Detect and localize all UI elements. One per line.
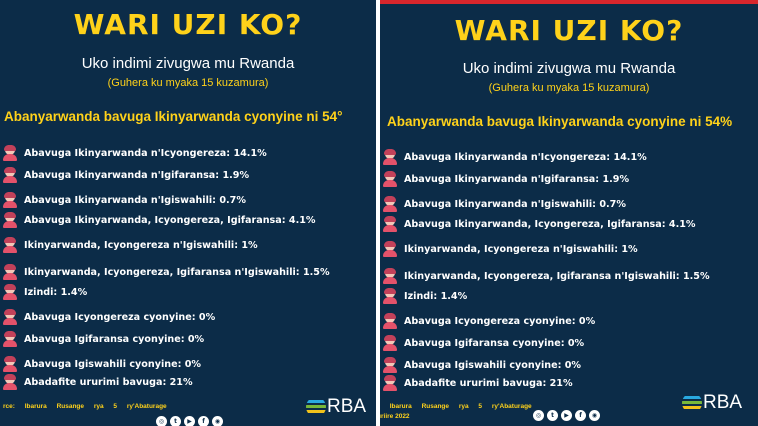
rba-logo: RBA — [306, 396, 366, 418]
list-item: Abavuga Igiswahili cyonyine: 0% — [2, 355, 201, 373]
list-item: Ikinyarwanda, Icyongereza, Igifaransa n'… — [382, 267, 710, 285]
subtitle: Uko indimi zivugwa mu Rwanda — [81, 55, 295, 72]
twitter-icon[interactable]: t — [170, 416, 181, 426]
person-icon — [382, 268, 398, 284]
person-icon — [2, 167, 18, 183]
facebook-icon[interactable]: f — [575, 410, 586, 421]
list-item: Abavuga Igifaransa cyonyine: 0% — [2, 330, 204, 348]
person-icon — [2, 374, 18, 390]
list-item: Abavuga Ikinyarwanda n'Igifaransa: 1.9% — [382, 170, 629, 188]
social-icons: ◎ t ▶ f ◉ — [156, 416, 223, 426]
list-item: Izindi: 1.4% — [2, 283, 87, 301]
person-icon — [382, 335, 398, 351]
infographic-right: rce: Ibarura Rusange rya 5 ry'Abaturage … — [380, 0, 758, 426]
list-item: Abavuga Ikinyarwanda n'Icyongereza: 14.1… — [2, 144, 267, 162]
list-item: Abavuga Igiswahili cyonyine: 0% — [382, 356, 581, 374]
person-icon — [2, 145, 18, 161]
list-item: Izindi: 1.4% — [382, 287, 467, 305]
list-item: Abavuga Ikinyarwanda n'Igiswahili: 0.7% — [382, 195, 626, 213]
person-icon — [2, 309, 18, 325]
source-footer: rce: Ibarura Rusange rya 5 ry'Abaturage — [3, 403, 167, 410]
list-item: Abavuga Ikinyarwanda, Icyongereza, Igifa… — [382, 215, 696, 233]
rba-logo-mark — [682, 393, 702, 413]
person-icon — [382, 288, 398, 304]
person-icon — [2, 192, 18, 208]
list-item: Ikinyarwanda, Icyongereza n'Igiswahili: … — [2, 236, 258, 254]
list-item: Abavuga Ikinyarwanda n'Igiswahili: 0.7% — [2, 191, 246, 209]
list-item: Abavuga Ikinyarwanda n'Icyongereza: 14.1… — [382, 148, 647, 166]
youtube-icon[interactable]: ▶ — [184, 416, 195, 426]
person-icon — [2, 284, 18, 300]
subnote: (Guhera ku myaka 15 kuzamura) — [107, 77, 269, 89]
person-icon — [382, 241, 398, 257]
person-icon — [2, 237, 18, 253]
person-icon — [382, 375, 398, 391]
list-item: Abadafite ururimi bavuga: 21% — [382, 374, 573, 392]
person-icon — [2, 356, 18, 372]
list-item: Ikinyarwanda, Icyongereza n'Igiswahili: … — [382, 240, 638, 258]
rba-logo: RBA — [682, 392, 742, 414]
youtube-icon[interactable]: ▶ — [561, 410, 572, 421]
social-icons: ◎ t ▶ f ◉ — [533, 410, 600, 421]
subnote: (Guhera ku myaka 15 kuzamura) — [488, 82, 650, 94]
list-item: Abavuga Ikinyarwanda n'Igifaransa: 1.9% — [2, 166, 249, 184]
list-item: Abavuga Icyongereza cyonyine: 0% — [382, 312, 595, 330]
infographic-left: WARI UZI KO? Uko indimi zivugwa mu Rwand… — [0, 0, 376, 426]
web-icon[interactable]: ◎ — [533, 410, 544, 421]
person-icon — [382, 149, 398, 165]
list-item: Abavuga Ikinyarwanda, Icyongereza, Igifa… — [2, 211, 316, 229]
person-icon — [2, 264, 18, 280]
facebook-icon[interactable]: f — [198, 416, 209, 426]
list-item: Abavuga Icyongereza cyonyine: 0% — [2, 308, 215, 326]
rba-logo-mark — [306, 397, 326, 417]
person-icon — [382, 216, 398, 232]
person-icon — [382, 357, 398, 373]
person-icon — [382, 313, 398, 329]
list-item: Ikinyarwanda, Icyongereza, Igifaransa n'… — [2, 263, 330, 281]
headline: Abanyarwanda bavuga Ikinyarwanda cyonyin… — [4, 109, 343, 124]
list-item: Abavuga Igifaransa cyonyine: 0% — [382, 334, 584, 352]
subtitle: Uko indimi zivugwa mu Rwanda — [462, 60, 676, 77]
title: WARI UZI KO? — [454, 14, 684, 47]
person-icon — [382, 171, 398, 187]
person-icon — [382, 196, 398, 212]
title: WARI UZI KO? — [73, 8, 303, 41]
web-icon[interactable]: ◎ — [156, 416, 167, 426]
twitter-icon[interactable]: t — [547, 410, 558, 421]
instagram-icon[interactable]: ◉ — [212, 416, 223, 426]
headline: Abanyarwanda bavuga Ikinyarwanda cyonyin… — [387, 114, 733, 129]
list-item: Abadafite ururimi bavuga: 21% — [2, 373, 193, 391]
source-footer: rce: Ibarura Rusange rya 5 ry'Abaturage … — [380, 403, 532, 420]
person-icon — [2, 212, 18, 228]
person-icon — [2, 331, 18, 347]
instagram-icon[interactable]: ◉ — [589, 410, 600, 421]
